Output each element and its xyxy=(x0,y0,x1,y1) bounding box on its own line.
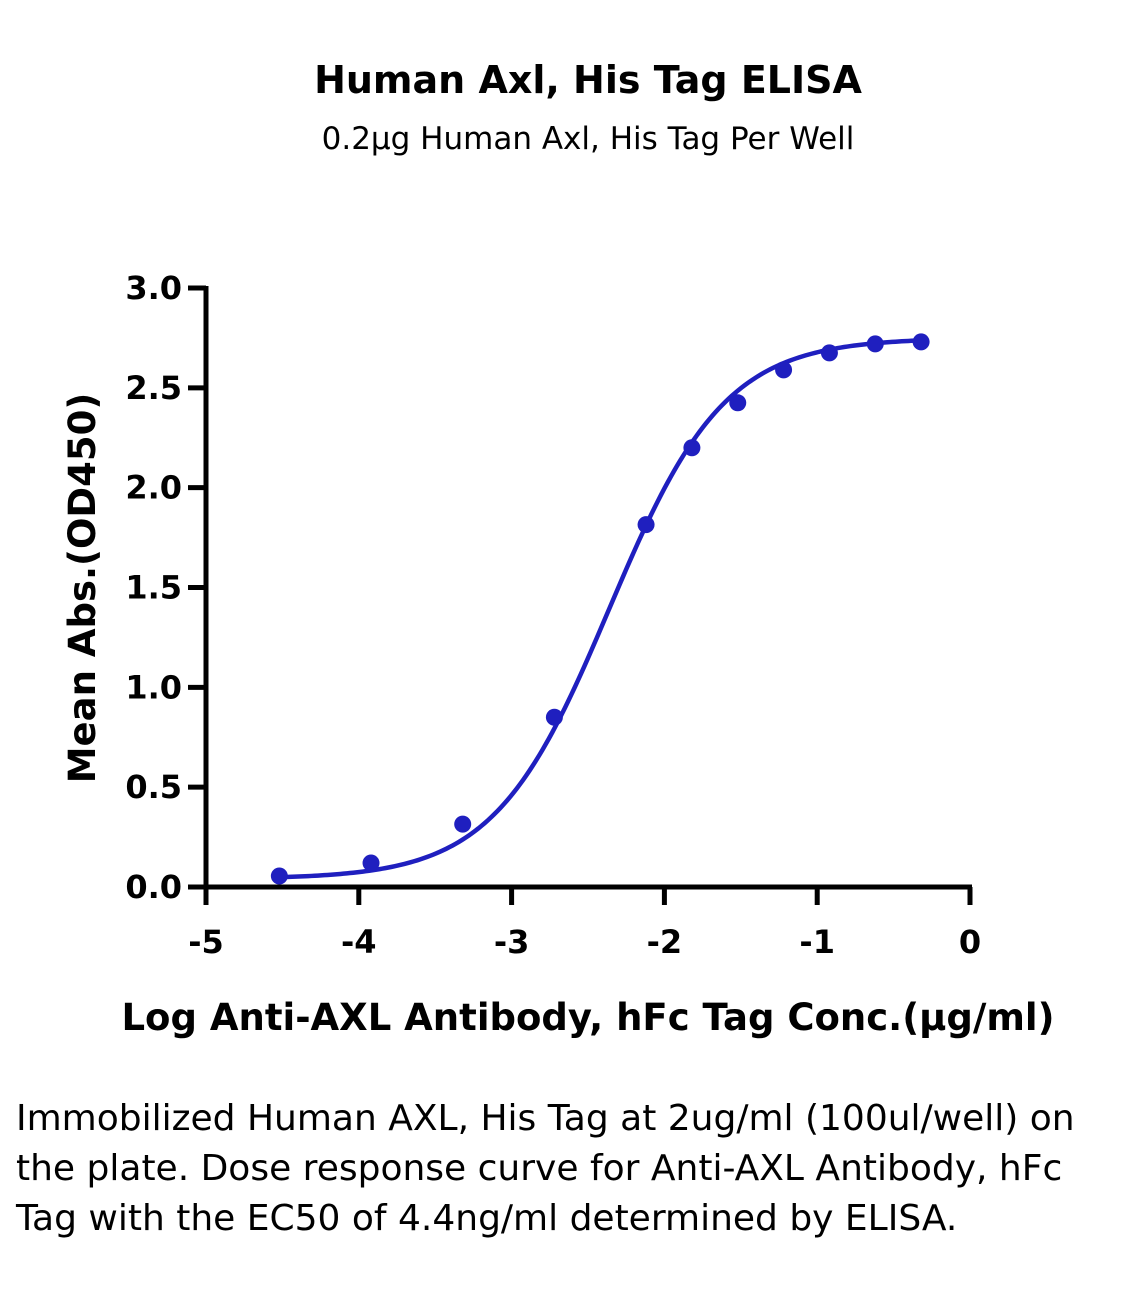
x-axis-label: Log Anti-AXL Antibody, hFc Tag Conc.(μg/… xyxy=(121,996,1054,1039)
data-point xyxy=(912,333,930,351)
figure-caption: Immobilized Human AXL, His Tag at 2ug/ml… xyxy=(16,1098,1075,1239)
elisa-chart: Human Axl, His Tag ELISA 0.2μg Human Axl… xyxy=(61,58,1055,1039)
chart-subtitle: 0.2μg Human Axl, His Tag Per Well xyxy=(322,121,855,157)
data-point xyxy=(820,344,838,362)
y-tick-label: 2.5 xyxy=(125,369,182,407)
y-tick-label: 0.5 xyxy=(125,768,182,806)
x-tick-label: 0 xyxy=(959,923,981,961)
data-point xyxy=(454,815,472,833)
data-point xyxy=(683,439,701,457)
x-tick-label: -3 xyxy=(494,923,530,961)
x-tick-label: -4 xyxy=(341,923,377,961)
x-tick-label: -2 xyxy=(647,923,683,961)
data-point xyxy=(270,867,288,885)
y-tick-label: 1.5 xyxy=(125,569,182,607)
data-point xyxy=(775,361,793,379)
y-tick-label: 3.0 xyxy=(125,269,182,307)
x-tick-label: -1 xyxy=(799,923,835,961)
data-point xyxy=(545,708,563,726)
x-tick-label: -5 xyxy=(188,923,224,961)
data-point xyxy=(362,854,380,872)
axes: 0.0 0.5 1.0 1.5 2.0 2.5 3.0 -5 -4 -3 -2 -1 0 xyxy=(125,269,981,961)
data-point xyxy=(637,516,655,534)
plot-area xyxy=(270,333,930,885)
fit-curve xyxy=(277,338,924,880)
y-axis-label: Mean Abs.(OD450) xyxy=(61,393,104,784)
data-point xyxy=(866,335,884,353)
y-tick-label: 1.0 xyxy=(125,668,182,706)
y-tick-label: 0.0 xyxy=(125,868,182,906)
data-point xyxy=(729,394,747,412)
chart-title: Human Axl, His Tag ELISA xyxy=(314,58,862,102)
y-tick-label: 2.0 xyxy=(125,469,182,507)
